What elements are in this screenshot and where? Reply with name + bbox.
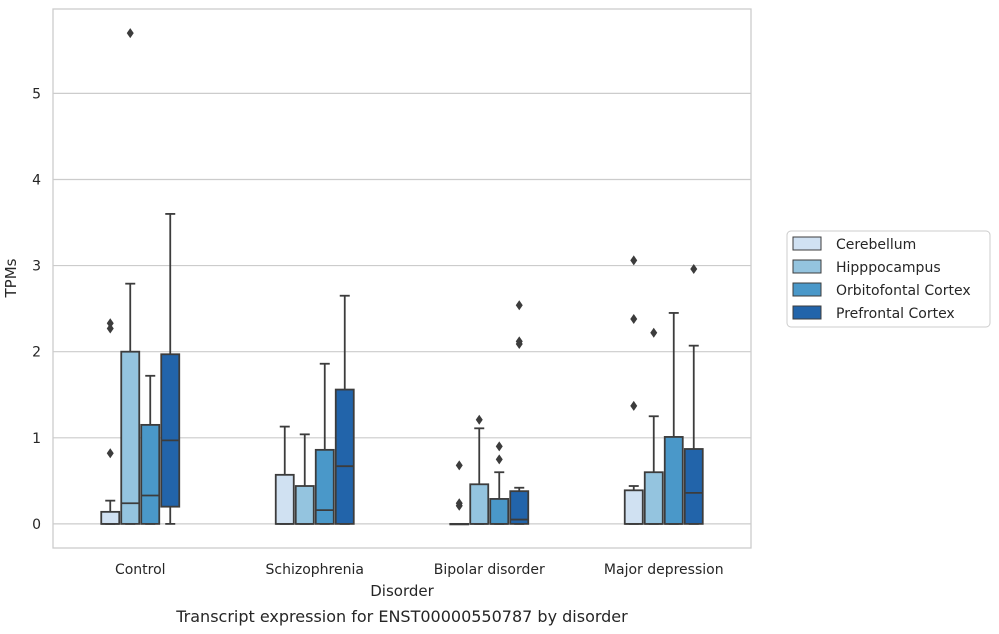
box <box>509 490 530 525</box>
outlier-point <box>495 454 503 465</box>
box <box>100 510 121 525</box>
outlier-point <box>650 327 658 338</box>
box-group <box>160 213 181 525</box>
y-axis-label: TPMs <box>2 258 20 298</box>
box-group <box>120 28 141 525</box>
outlier-point <box>630 313 638 324</box>
box <box>274 473 295 525</box>
legend-item: Hipppocampus <box>792 259 941 276</box>
box <box>140 423 161 525</box>
legend-frame <box>786 230 991 328</box>
box <box>663 436 684 525</box>
box-group <box>314 362 335 525</box>
box-group <box>140 374 161 525</box>
outlier-point <box>630 400 638 411</box>
legend-label: Prefrontal Cortex <box>836 306 955 322</box>
x-tick-label: Major depression <box>604 562 724 578</box>
box-group <box>449 460 470 526</box>
box-group <box>334 294 355 525</box>
outlier-point <box>126 28 134 39</box>
x-tick-labels: Control Schizophrenia Bipolar disorder Majo… <box>115 562 724 578</box>
box <box>643 471 664 525</box>
outlier-point <box>475 414 483 425</box>
y-tick-label: 5 <box>32 86 41 102</box>
box-group <box>100 318 121 525</box>
y-tick-label: 0 <box>32 517 41 533</box>
legend-item: Cerebellum <box>792 236 916 253</box>
x-tick-label: Control <box>115 562 166 578</box>
box <box>294 485 315 525</box>
plot-frame <box>52 8 752 549</box>
outlier-point <box>690 264 698 275</box>
y-tick-labels: 0 1 2 3 4 5 <box>32 86 41 533</box>
outlier-point <box>495 441 503 452</box>
box <box>469 483 490 525</box>
box-group <box>623 255 644 525</box>
box-group <box>683 264 704 525</box>
box-group <box>663 312 684 525</box>
outlier-point <box>515 300 523 311</box>
box-group <box>294 433 315 525</box>
legend-item: Prefrontal Cortex <box>792 305 955 322</box>
y-tick-label: 2 <box>32 345 41 361</box>
outlier-point <box>515 336 523 347</box>
box-group <box>489 441 510 525</box>
x-tick-label: Bipolar disorder <box>434 562 545 578</box>
y-tick-label: 1 <box>32 431 41 447</box>
box <box>120 350 141 525</box>
box <box>334 388 355 525</box>
box-group <box>509 300 530 525</box>
box <box>489 498 510 525</box>
box <box>160 353 181 508</box>
box-group <box>643 327 664 525</box>
outlier-point <box>455 498 463 509</box>
legend-swatch <box>792 282 822 297</box>
legend-label: Cerebellum <box>836 237 916 253</box>
x-tick-label: Schizophrenia <box>266 562 364 578</box>
y-tick-label: 4 <box>32 172 41 188</box>
box <box>314 448 335 525</box>
plot-boxes <box>100 28 704 526</box>
box <box>683 448 704 525</box>
outlier-point <box>106 448 114 459</box>
legend-swatch <box>792 305 822 320</box>
box <box>623 489 644 525</box>
legend-swatch <box>792 259 822 274</box>
outlier-point <box>106 323 114 334</box>
outlier-point <box>455 460 463 471</box>
legend: Cerebellum Hipppocampus Orbitofontal Corte… <box>786 230 991 328</box>
y-tick-label: 3 <box>32 259 41 275</box>
legend-item: Orbitofontal Cortex <box>792 282 971 299</box>
legend-swatch <box>792 236 822 251</box>
outlier-point <box>630 255 638 266</box>
box-group <box>274 425 295 525</box>
legend-label: Orbitofontal Cortex <box>836 283 971 299</box>
box-group <box>469 414 490 525</box>
legend-label: Hipppocampus <box>836 260 941 276</box>
chart-caption: Transcript expression for ENST0000055078… <box>175 607 628 626</box>
x-axis-label: Disorder <box>370 582 434 600</box>
outlier-point <box>106 318 114 329</box>
